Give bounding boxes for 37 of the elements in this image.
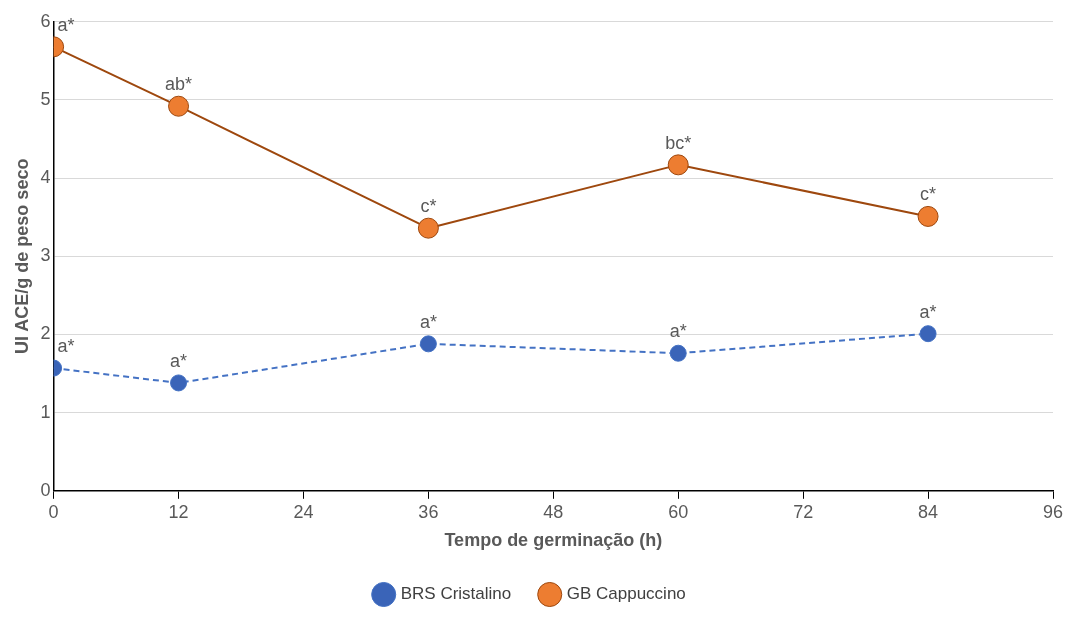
y-tick-label: 4 bbox=[40, 167, 51, 188]
annotation: c* bbox=[420, 196, 437, 217]
point bbox=[168, 95, 190, 117]
annotation: a* bbox=[419, 311, 437, 332]
y-tick-label: 3 bbox=[40, 245, 51, 266]
legend-label: BRS Cristalino bbox=[400, 584, 512, 604]
point bbox=[419, 335, 437, 353]
annotation: a* bbox=[669, 321, 687, 342]
annotation: bc* bbox=[665, 132, 692, 153]
x-tick-label: 12 bbox=[168, 501, 189, 522]
point bbox=[170, 374, 188, 392]
annotation: a* bbox=[57, 14, 75, 35]
x-tick-label: 48 bbox=[543, 501, 564, 522]
x-tick-label: 24 bbox=[293, 501, 314, 522]
y-tick-label: 1 bbox=[40, 401, 51, 422]
y-tick-label: 2 bbox=[40, 323, 51, 344]
legend-label: GB Cappuccino bbox=[566, 584, 686, 604]
point bbox=[919, 325, 937, 343]
annotation: a* bbox=[919, 301, 937, 322]
x-tick-label: 36 bbox=[418, 501, 439, 522]
annotation: ab* bbox=[165, 74, 193, 95]
y-tick-label: 5 bbox=[40, 88, 51, 109]
y-axis-title: UI ACE/g de peso seco bbox=[11, 158, 32, 354]
x-tick-label: 96 bbox=[1042, 501, 1064, 522]
annotation: a* bbox=[57, 336, 75, 357]
y-tick-label: 0 bbox=[40, 479, 51, 500]
x-tick-label: 60 bbox=[668, 501, 689, 522]
y-tick-label: 6 bbox=[40, 10, 51, 31]
point bbox=[917, 205, 939, 227]
point bbox=[669, 344, 687, 362]
x-tick-label: 72 bbox=[793, 501, 814, 522]
annotation: a* bbox=[170, 350, 188, 371]
annotation: c* bbox=[920, 184, 937, 205]
point bbox=[417, 217, 439, 239]
point bbox=[667, 154, 689, 176]
x-axis-title: Tempo de germinação (h) bbox=[444, 530, 663, 551]
x-tick-label: 84 bbox=[918, 501, 939, 522]
